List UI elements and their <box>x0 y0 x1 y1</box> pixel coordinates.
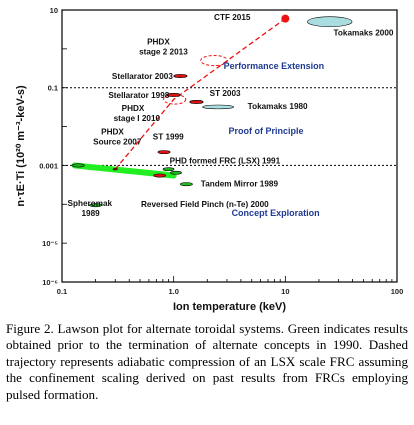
y-tick-label: 0.1 <box>48 84 58 93</box>
y-tick-label: 10 <box>50 6 58 15</box>
point-frc-green-3 <box>170 170 182 175</box>
label-phdx-stage-i-2010: PHDX stage I 2010 <box>114 104 161 123</box>
plot-frame <box>61 9 398 283</box>
label-st-1999: ST 1999 <box>153 133 184 142</box>
y-tick-label: 10⁻⁵ <box>42 239 58 248</box>
point-ctf-2015 <box>281 14 290 23</box>
grid-layer <box>61 9 398 283</box>
point-stellarator-2003 <box>173 74 188 78</box>
region-label-performance-extension: Performance Extension <box>224 61 325 71</box>
dashed-ring-phdx-stage-2-2013 <box>200 55 228 67</box>
point-st-1999 <box>157 150 171 155</box>
point-frc-green-1 <box>71 163 85 168</box>
point-frc-green-2 <box>162 167 175 172</box>
label-reversed-field-pinch-n-te-2000: Reversed Field Pinch (n-Te) 2000 <box>141 200 269 209</box>
point-tokamaks-2000 <box>307 16 353 28</box>
region-label-concept-exploration: Concept Exploration <box>232 208 320 218</box>
point-tokamaks-1980 <box>202 104 235 110</box>
axis-layer: Ion temperature (keV) n·τE·Ti (10²⁰ m⁻³-… <box>15 6 403 313</box>
compression-trajectory <box>114 18 286 170</box>
dashed-ring-phdx-stage-i-2010 <box>162 94 187 105</box>
label-tokamaks-1980: Tokamaks 1980 <box>248 102 308 111</box>
point-tandem-mirror-1989 <box>179 182 193 187</box>
label-phdx-stage-2-2013: PHDX stage 2 2013 <box>139 37 188 56</box>
lawson-plot: Performance Extension Proof of Principle C… <box>15 6 403 313</box>
marker-layer <box>71 14 353 208</box>
label-ctf-2015: CTF 2015 <box>214 13 251 22</box>
x-tick-label: 0.1 <box>57 287 67 296</box>
figure-caption: Figure 2. Lawson plot for alternate toro… <box>6 321 408 402</box>
label-stellarator-2003: Stellarator 2003 <box>112 72 173 81</box>
point-st-2003 <box>189 100 204 104</box>
trajectory-layer <box>114 18 286 170</box>
point-spheromak-1989 <box>89 203 103 208</box>
label-spheromak-1989: Spheromak 1989 <box>67 199 112 218</box>
x-axis-title: Ion temperature (keV) <box>173 301 286 313</box>
label-phdx-source-2007: PHDX Source 2007 <box>93 128 142 147</box>
x-tick-label: 1.0 <box>168 287 178 296</box>
region-label-proof-of-principle: Proof of Principle <box>229 126 304 136</box>
label-stellarator-1998: Stellarator 1998 <box>108 91 169 100</box>
label-tandem-mirror-1989: Tandem Mirror 1989 <box>201 179 279 188</box>
point-stellarator-1998 <box>166 93 181 97</box>
label-layer: Performance Extension Proof of Principle C… <box>67 13 393 218</box>
label-st-2003: ST 2003 <box>210 89 241 98</box>
point-reversed-field-pinch-n-te-2000 <box>153 173 167 178</box>
point-phdx-source-2007 <box>112 168 118 171</box>
label-tokamaks-2000: Tokamaks 2000 <box>334 29 394 38</box>
green-band-label: PHD formed FRC (LSX) 1991 <box>170 156 281 165</box>
x-tick-label: 100 <box>391 287 404 296</box>
y-tick-label: 0.001 <box>39 161 58 170</box>
y-tick-label: 10⁻⁶ <box>42 278 58 287</box>
y-axis-title: n·τE·Ti (10²⁰ m⁻³-keV-s) <box>15 85 27 207</box>
x-tick-label: 10 <box>281 287 289 296</box>
